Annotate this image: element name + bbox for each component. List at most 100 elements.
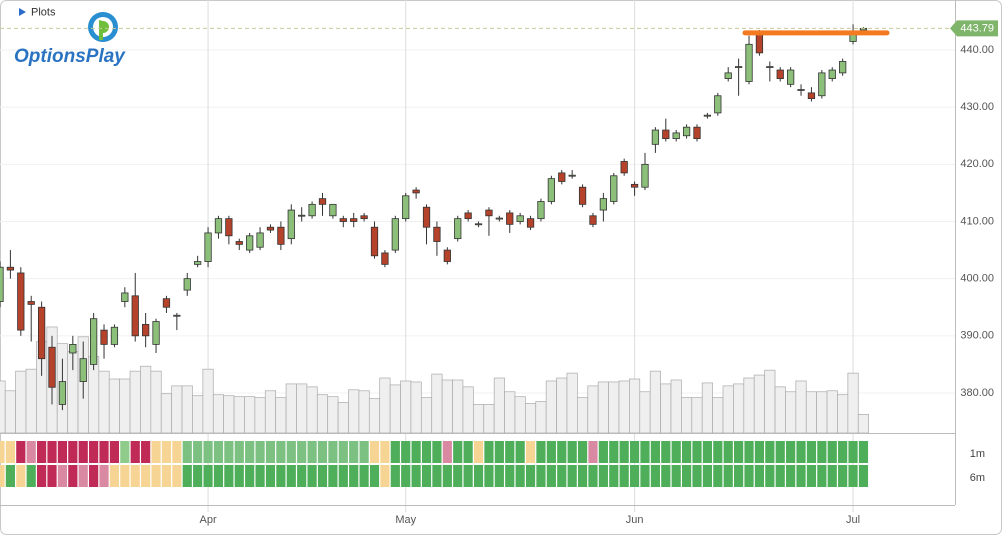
heat-cell — [536, 465, 546, 487]
volume-bar — [181, 385, 193, 434]
volume-bar — [733, 383, 745, 434]
heat-cell — [26, 465, 36, 487]
heat-cell — [453, 441, 463, 463]
heat-cell — [161, 441, 172, 463]
heat-cell — [380, 441, 390, 463]
brand: OptionsPlay — [14, 46, 126, 67]
heat-cell — [838, 441, 848, 463]
volume-bar — [410, 381, 422, 434]
heat-cell — [78, 465, 88, 487]
heat-cell — [255, 441, 265, 463]
volume-bar — [4, 390, 16, 434]
candle-body — [610, 175, 618, 202]
volume-bar — [192, 395, 204, 434]
heat-cell — [5, 465, 16, 487]
candle-body — [287, 209, 295, 240]
heat-cell — [338, 465, 348, 487]
candle-body — [433, 226, 441, 242]
heat-cell — [786, 441, 796, 463]
volume-bar — [785, 391, 797, 434]
candle-body — [90, 318, 98, 365]
heat-cell — [0, 465, 5, 487]
candle-body — [807, 92, 816, 100]
candle-body — [474, 223, 483, 226]
heat-cell — [463, 441, 473, 463]
heat-cell — [182, 441, 192, 463]
candle-body — [537, 201, 545, 220]
plots-label[interactable]: Plots — [31, 6, 56, 18]
candle-body — [682, 126, 691, 137]
heat-cell — [598, 441, 608, 463]
volume-bar — [368, 398, 381, 434]
heat-cell — [203, 465, 213, 487]
heat-cell — [193, 441, 203, 463]
heat-cell — [515, 465, 525, 487]
heat-cell — [473, 441, 484, 463]
plots-toggle[interactable] — [19, 8, 26, 16]
volume-bar — [150, 370, 162, 434]
candle-body — [724, 72, 732, 79]
heat-cell — [0, 441, 5, 463]
heat-cell — [47, 441, 57, 463]
heat-cell — [619, 441, 629, 463]
heat-cell — [276, 441, 286, 463]
candle-body — [121, 292, 129, 302]
volume-bar — [837, 394, 849, 434]
heat-cell — [681, 441, 692, 463]
volume-bar — [140, 365, 152, 434]
heat-cell — [505, 441, 515, 463]
candle-body — [516, 215, 524, 222]
heat-cell — [650, 441, 660, 463]
heat-cell — [234, 441, 244, 463]
candle-body — [672, 132, 680, 140]
candle-body — [17, 272, 25, 331]
candle-body — [69, 343, 77, 354]
heat-cell — [640, 465, 650, 487]
candle-body — [693, 126, 701, 140]
heat-cell — [640, 441, 650, 463]
candle-body — [558, 172, 566, 182]
y-tick-label: 390.00 — [960, 330, 994, 342]
candle-body — [142, 323, 150, 337]
candle-body — [412, 189, 420, 194]
row-label: 1m — [970, 448, 985, 460]
heat-cell — [16, 465, 26, 487]
heat-cell — [505, 465, 515, 487]
y-tick-label: 440.00 — [960, 44, 994, 56]
heat-cell — [57, 465, 68, 487]
volume-bar — [98, 370, 110, 434]
volume-bar — [701, 382, 713, 434]
row-label: 6m — [970, 472, 985, 484]
heat-cell — [546, 441, 556, 463]
heat-cell — [68, 441, 78, 463]
volume-bar — [275, 397, 287, 434]
heat-cell — [671, 465, 681, 487]
candle-body — [828, 69, 836, 79]
candle-body — [266, 226, 275, 231]
candle-body — [714, 95, 722, 114]
volume-bar — [525, 403, 537, 434]
heat-cell — [182, 465, 192, 487]
candle-body — [547, 178, 555, 202]
heat-cell — [546, 465, 556, 487]
volume-bar — [389, 384, 401, 434]
heat-cell — [307, 441, 317, 463]
heat-cell — [858, 465, 869, 487]
heat-cell — [692, 441, 702, 463]
heat-cell — [567, 441, 577, 463]
candle-body — [485, 209, 493, 217]
heat-cell — [463, 465, 473, 487]
candle-body — [214, 218, 223, 234]
heat-cell — [68, 465, 78, 487]
heat-cell — [775, 465, 785, 487]
heat-cell — [484, 465, 494, 487]
heat-cell — [536, 441, 546, 463]
heat-cell — [473, 465, 484, 487]
volume-bar — [108, 378, 120, 434]
heat-cell — [89, 465, 99, 487]
candle-body — [381, 252, 389, 265]
volume-bar — [254, 397, 266, 434]
candle-body — [620, 161, 628, 174]
candle-body — [454, 218, 462, 240]
volume-bar — [660, 383, 672, 434]
